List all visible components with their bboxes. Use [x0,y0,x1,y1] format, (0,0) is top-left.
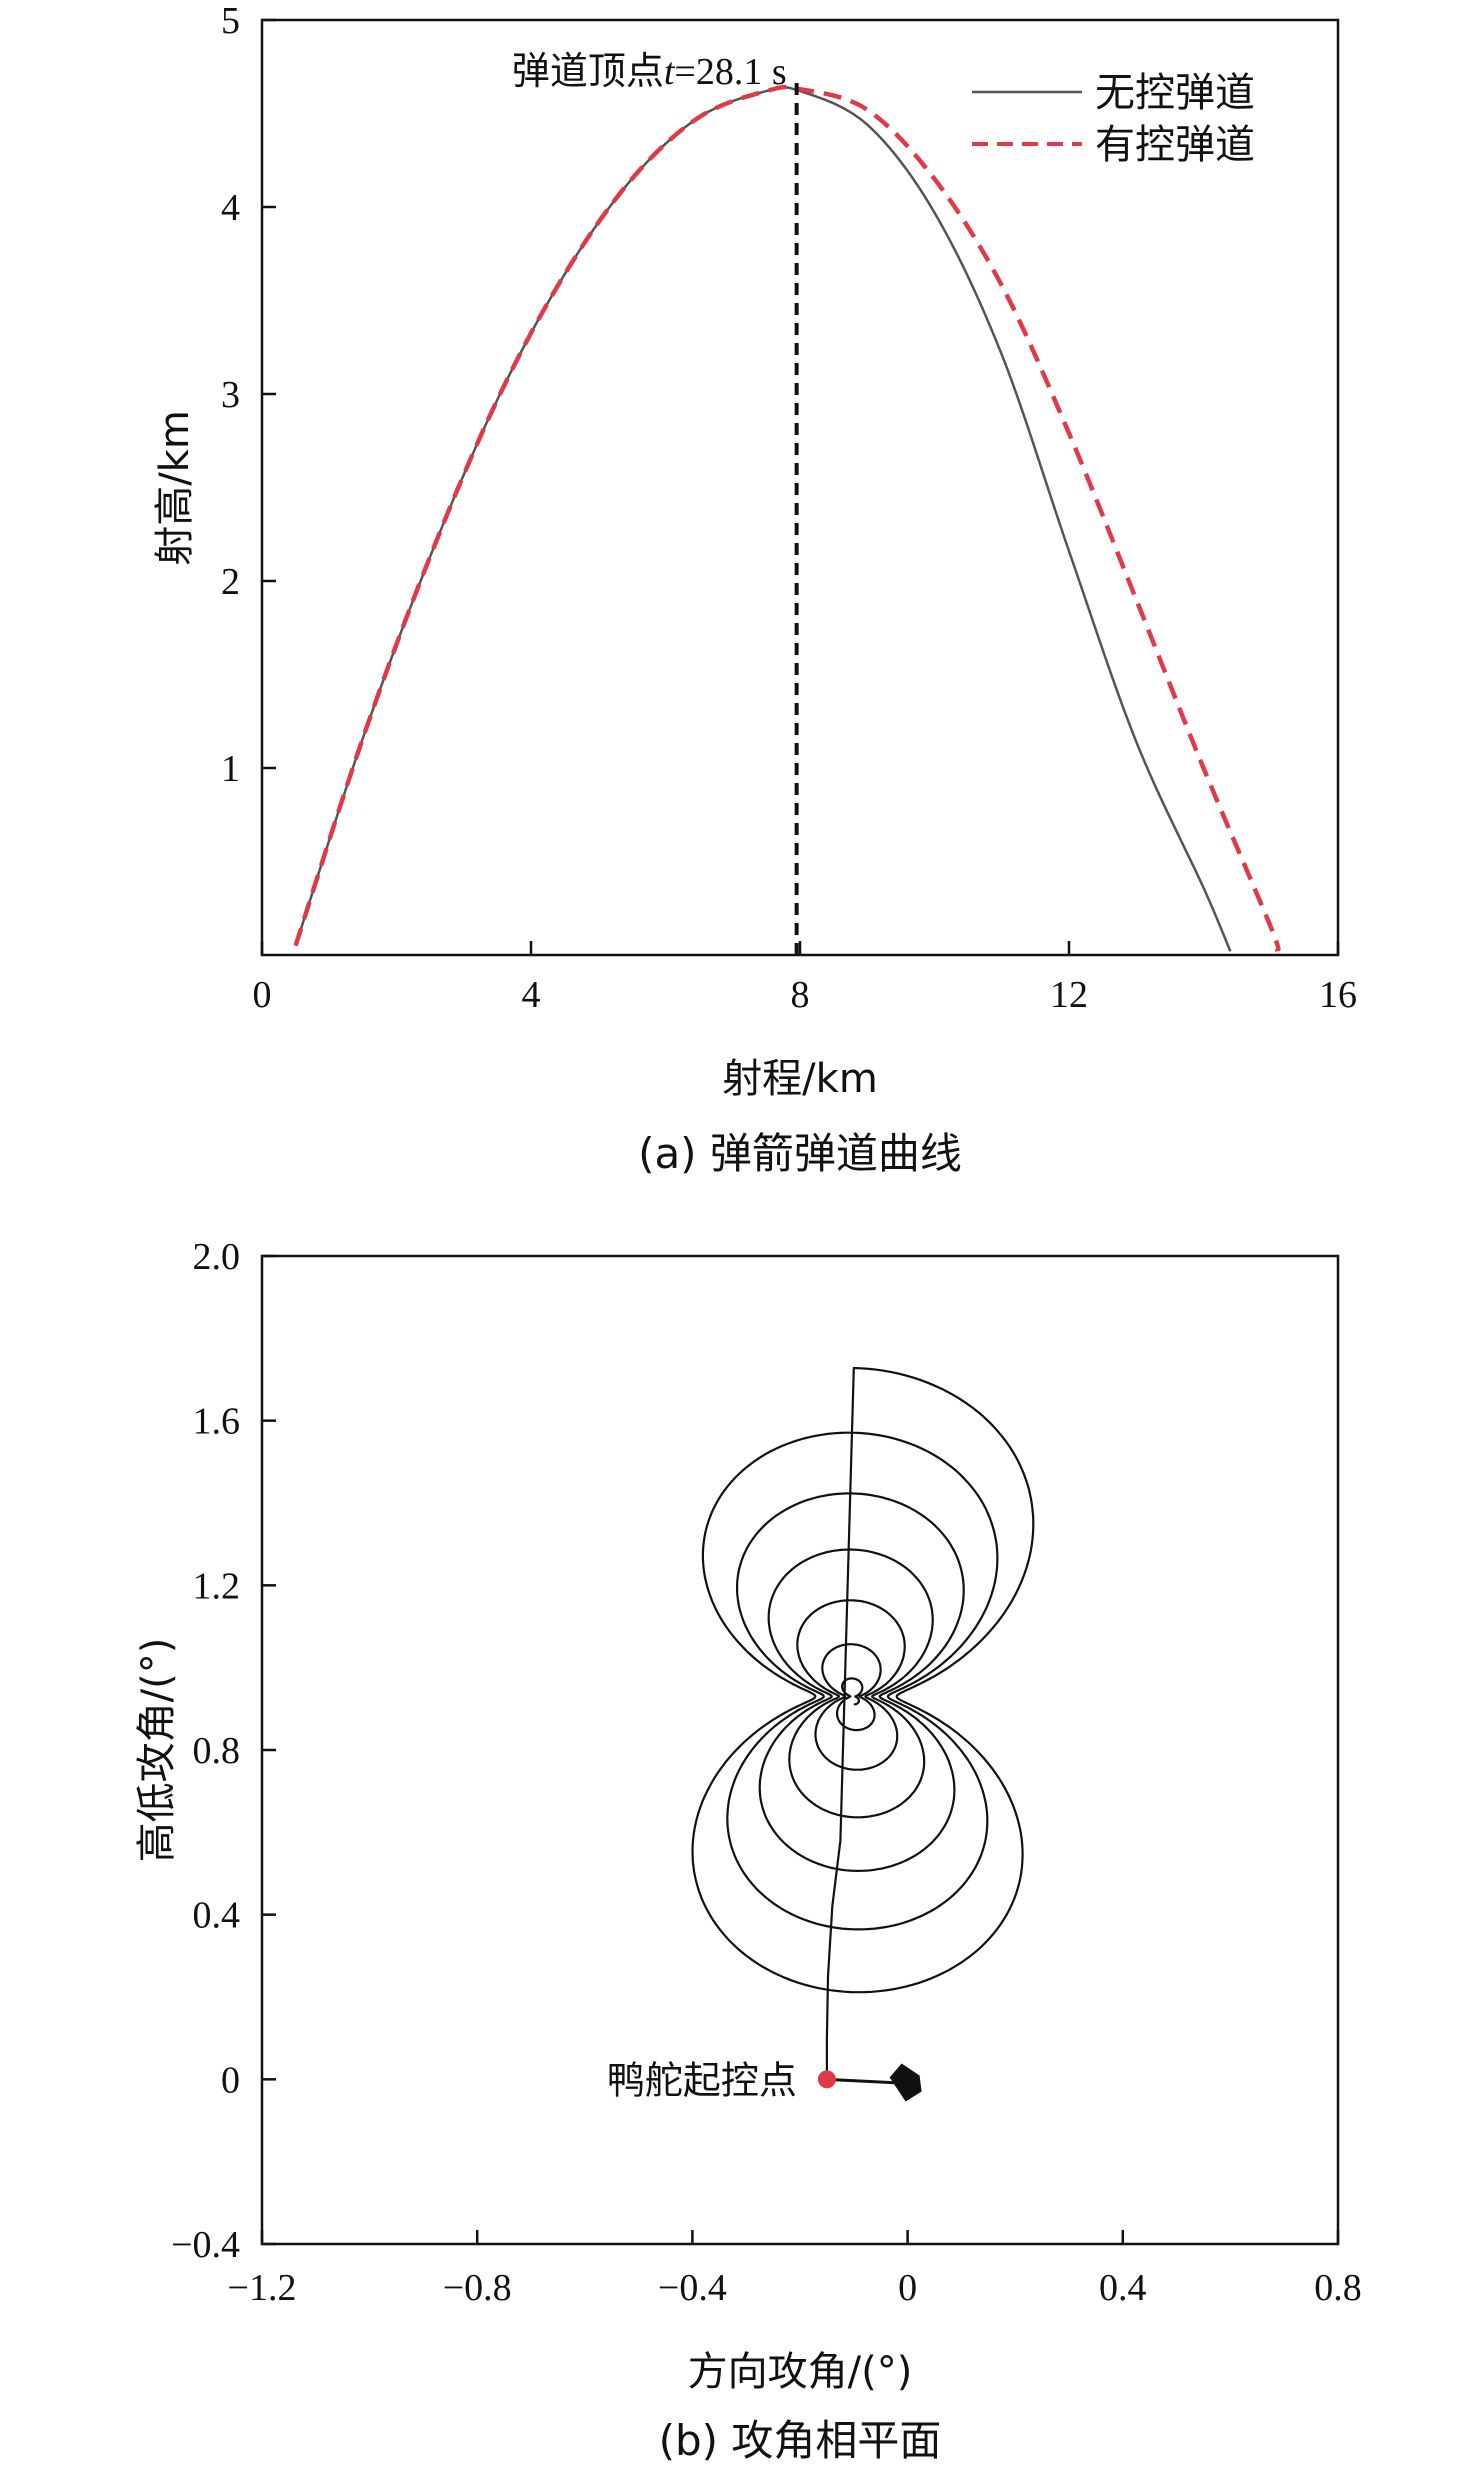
x-tick-label-a: 4 [522,974,541,1016]
y-axis-label-b: 高低攻角/(°) [134,1638,180,1863]
start-point-marker [817,2070,836,2089]
x-tick-label-b: 0.4 [1099,2267,1147,2309]
x-axis-label-a: 射程/km [722,1056,878,1102]
series-group-a [293,84,1281,953]
y-tick-label-b: 2.0 [193,1236,241,1278]
y-tick-label-b: 0.4 [193,1895,241,1937]
x-tick-label-a: 0 [253,974,272,1016]
legend-a: 无控弹道 有控弹道 [972,70,1255,168]
x-axis-label-b: 方向攻角/(°) [688,2349,913,2395]
series-group-b [691,1366,1035,2102]
apex-annotation-text: 弹道顶点 [512,49,664,93]
start-point-label: 鸭舵起控点 [607,2058,797,2102]
x-tick-label-b: 0.8 [1314,2267,1362,2309]
series-line-uncontrolled [294,86,1232,952]
x-tick-label-a: 8 [791,974,810,1016]
x-tick-label-b: −0.8 [443,2267,512,2309]
x-tick-label-b: −0.4 [658,2267,727,2309]
series-line-controlled [293,84,1281,953]
legend-label-uncontrolled: 无控弹道 [1095,70,1255,116]
y-tick-label-b: 0.8 [193,1730,241,1772]
apex-annotation: 弹道顶点t=28.1 s [512,49,787,93]
x-tick-label-b: 0 [898,2267,917,2309]
y-tick-label-a: 4 [221,187,240,229]
caption-a: (a) 弹箭弹道曲线 [638,1129,962,1178]
x-tick-label-a: 12 [1050,974,1088,1016]
axis-ticks-b: −1.2 −0.8 −0.4 0 0.4 0.8 −0.4 0 0.4 0.8 1.2 1.6 2.0 [171,1236,1362,2309]
y-tick-label-a: 3 [221,374,240,416]
apex-annotation-value: =28.1 s [674,51,786,93]
x-tick-label-a: 16 [1319,974,1357,1016]
y-tick-label-b: 1.2 [193,1565,241,1607]
plot-frame-b [260,1254,1340,2246]
y-tick-label-a: 1 [221,748,240,790]
y-tick-label-b: 0 [221,2059,240,2101]
y-tick-label-b: 1.6 [193,1401,241,1443]
y-tick-label-a: 5 [221,0,240,42]
phase-plane-chart: −1.2 −0.8 −0.4 0 0.4 0.8−0.400.40.81.21.62.0 … [134,1236,1362,2465]
apex-annotation-t: t [664,51,676,93]
y-tick-label-a: 2 [221,561,240,603]
legend-label-controlled: 有控弹道 [1095,122,1255,168]
y-tick-label-b: −0.4 [171,2224,240,2266]
end-marker [889,2063,922,2102]
x-tick-label-b: −1.2 [228,2267,297,2309]
phase-trajectory [691,1366,1035,2080]
y-axis-label-a: 射高/km [152,410,198,566]
caption-b: (b) 攻角相平面 [659,2416,942,2465]
